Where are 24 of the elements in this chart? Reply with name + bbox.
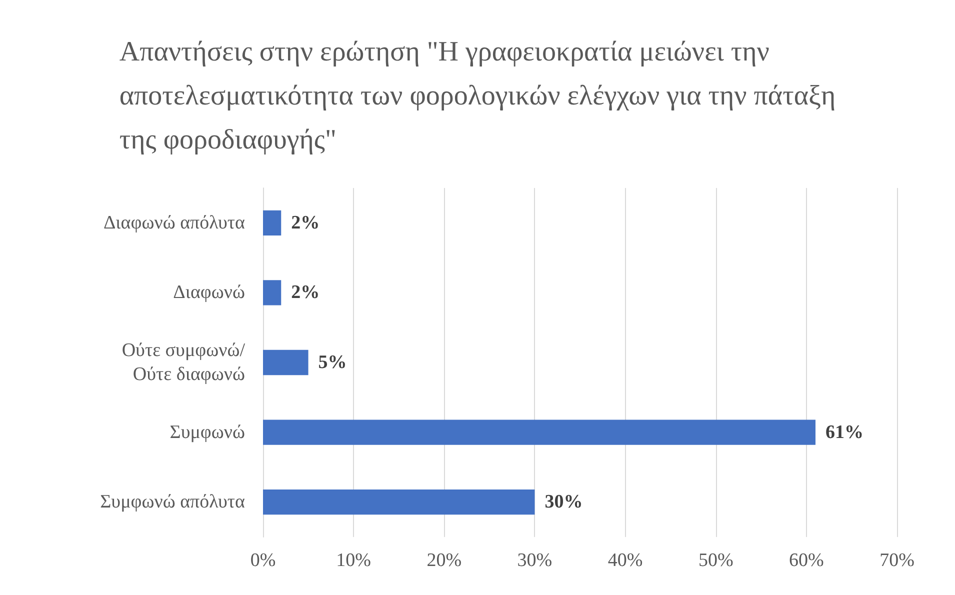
- data-label: 2%: [291, 212, 320, 234]
- y-tick-label: Διαφωνώ απόλυτα: [103, 212, 246, 234]
- data-label: 2%: [291, 282, 320, 304]
- x-tick-label: 30%: [517, 550, 552, 571]
- bar: [263, 210, 282, 236]
- x-tick-label: 60%: [789, 550, 824, 571]
- x-tick-label: 20%: [426, 550, 462, 571]
- y-tick-label: Συμφωνώ: [170, 422, 245, 443]
- x-tick-label: 70%: [880, 550, 915, 571]
- x-tick-label: 50%: [698, 550, 734, 571]
- x-tick-label: 40%: [608, 550, 643, 571]
- bar: [263, 420, 816, 445]
- y-tick-label: Συμφωνώ απόλυτα: [100, 492, 246, 513]
- x-tick-label: 10%: [336, 550, 372, 571]
- data-label: 30%: [544, 492, 583, 513]
- y-tick-label: Ούτε συμφωνώ/ Ούτε διαφωνώ: [122, 340, 246, 385]
- data-label: 5%: [318, 352, 347, 373]
- x-tick-label: 0%: [250, 550, 276, 571]
- y-tick-label: Διαφωνώ: [173, 282, 245, 304]
- bar: [263, 490, 535, 515]
- bar: [263, 350, 308, 376]
- bar: [263, 280, 282, 306]
- chart-title: Απαντήσεις στην ερώτηση "Η γραφειοκρατία μειώνει την αποτελεσματικότητα των φορολογικών ελέγχων για την πάταξη της φοροδιαφυγής": [119, 36, 836, 156]
- data-label: 61%: [825, 422, 864, 443]
